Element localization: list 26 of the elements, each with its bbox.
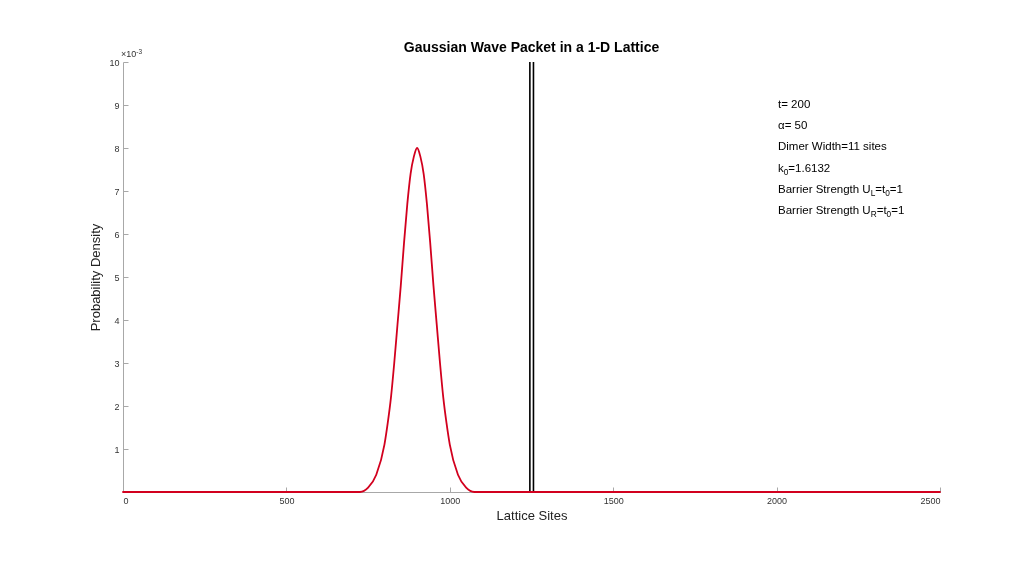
y-tick-label: 10 [109,57,120,68]
annotation: k$_{0}$=1.6132 [778,160,832,179]
x-axis-title: Lattice Sites [496,507,568,523]
y-tick-label: 4 [114,315,120,326]
chart-title: Gaussian Wave Packet in a 1-D Lattice [403,39,660,55]
annotation: Dimer Width=11 sites [778,139,888,155]
x-tick-label: 500 [279,495,295,506]
y-axis-title: Probability Density [88,223,104,332]
text: ×10$^{-3}$ [121,48,143,59]
x-tick-label: 2000 [767,495,788,506]
x-tick-label: 1500 [603,495,624,506]
y-tick-label: 8 [114,143,120,154]
y-tick-label: 7 [114,186,120,197]
x-tick-label: 2500 [920,495,941,506]
y-tick-label: 2 [114,401,120,412]
annotation: t= 200 [778,97,812,112]
y-tick-label: 3 [114,358,120,369]
annotation: Barrier Strength U$_{L}$=t$_{0}$=1 [778,181,904,200]
y-tick-label: 6 [114,229,120,240]
y-tick-label: 9 [114,100,120,111]
y-tick-label: 5 [114,272,120,283]
x-tick-label: 0 [123,495,129,506]
annotation: Barrier Strength U$_{R}$=t$_{0}$=1 [778,202,905,221]
annotation: α= 50 [778,118,809,134]
x-tick-label: 1000 [440,495,461,506]
y-tick-label: 1 [114,444,120,455]
